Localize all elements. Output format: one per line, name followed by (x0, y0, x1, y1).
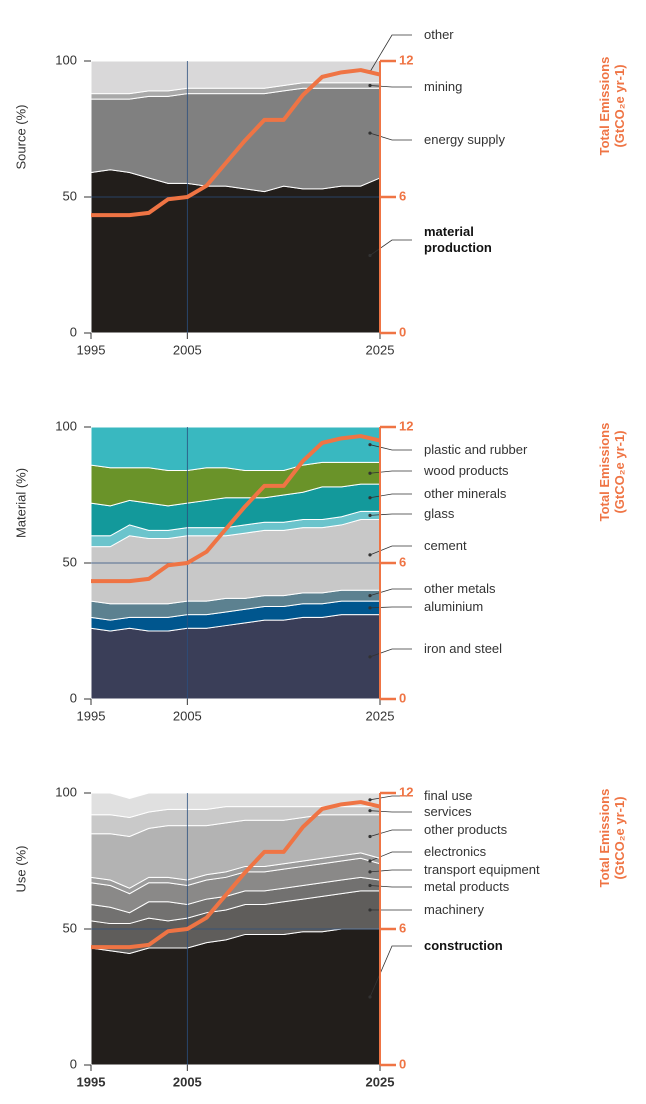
legend-label: other products (424, 822, 508, 837)
emissions-line (91, 68, 381, 218)
legend-label: aluminium (424, 599, 484, 614)
y-tick-label: 100 (55, 784, 77, 799)
label-dot (368, 655, 372, 659)
y-tick-label: 0 (70, 690, 77, 705)
y-axis-title: Source (%) (13, 104, 28, 169)
y2-tick-label: 0 (399, 690, 406, 705)
emissions-line (91, 434, 381, 584)
legend-label: other minerals (424, 486, 507, 501)
leader-line (369, 239, 412, 256)
leader-line (369, 869, 412, 873)
y-tick-label: 50 (63, 920, 77, 935)
area (90, 169, 381, 334)
y-tick-label: 50 (63, 188, 77, 203)
x-tick-label: 1995 (77, 708, 106, 723)
leader-line (369, 829, 412, 837)
legend-label: transport equipment (424, 862, 540, 877)
y2-axis-title: Total Emissions (GtCO₂e yr-1) (597, 788, 627, 888)
y2-tick-label: 0 (399, 1056, 406, 1071)
label-dot (368, 553, 372, 557)
legend-label: other metals (424, 581, 496, 596)
leader-line (369, 588, 412, 597)
x-tick-label: 2025 (366, 1074, 395, 1089)
label-dot (368, 131, 372, 135)
leader-line (369, 513, 412, 516)
y-tick-label: 100 (55, 52, 77, 67)
x-tick-label: 1995 (77, 342, 106, 357)
leader-line (369, 132, 412, 141)
legend-label: material production (424, 224, 492, 255)
x-tick-label: 1995 (77, 1074, 106, 1089)
emissions-line (91, 800, 381, 950)
legend-label: glass (424, 506, 455, 521)
leader-line (369, 34, 412, 73)
leader-line (369, 470, 412, 474)
y2-tick-label: 6 (399, 554, 406, 569)
legend-label: other (424, 27, 454, 42)
leader-line (369, 648, 412, 658)
legend-label: cement (424, 538, 467, 553)
legend-label: metal products (424, 879, 510, 894)
x-tick-label: 2005 (173, 1074, 202, 1089)
y2-axis-title: Total Emissions (GtCO₂e yr-1) (597, 56, 627, 156)
x-tick-label: 2025 (366, 708, 395, 723)
x-tick-label: 2005 (173, 342, 202, 357)
leader-line (369, 545, 412, 556)
legend-label: machinery (424, 902, 484, 917)
x-tick-label: 2005 (173, 708, 202, 723)
legend-label: construction (424, 938, 503, 953)
y2-axis-title: Total Emissions (GtCO₂e yr-1) (597, 422, 627, 522)
y-tick-label: 50 (63, 554, 77, 569)
leader-line (369, 606, 412, 609)
y2-tick-label: 12 (399, 52, 413, 67)
y2-tick-label: 0 (399, 324, 406, 339)
y-tick-label: 0 (70, 324, 77, 339)
x-tick-label: 2025 (366, 342, 395, 357)
legend-label: plastic and rubber (424, 442, 528, 457)
y2-tick-label: 12 (399, 418, 413, 433)
legend-label: energy supply (424, 132, 505, 147)
y-tick-label: 100 (55, 418, 77, 433)
legend-label: final use (424, 788, 473, 803)
y2-tick-label: 6 (399, 920, 406, 935)
leader-line (369, 493, 412, 499)
leader-line (369, 795, 412, 801)
y-tick-label: 0 (70, 1056, 77, 1071)
legend-label: mining (424, 79, 463, 94)
y-axis-title: Material (%) (13, 468, 28, 538)
leader-line (369, 810, 412, 813)
leader-line (369, 885, 412, 888)
legend-label: wood products (424, 463, 509, 478)
legend-label: iron and steel (424, 641, 503, 656)
legend-label: services (424, 804, 472, 819)
legend-label: electronics (424, 844, 487, 859)
leader-line (369, 444, 412, 451)
y-axis-title: Use (%) (13, 846, 28, 893)
label-dot (368, 798, 372, 802)
y2-tick-label: 12 (399, 784, 413, 799)
leader-line (369, 85, 412, 88)
leader-line (369, 945, 412, 998)
y2-tick-label: 6 (399, 188, 406, 203)
